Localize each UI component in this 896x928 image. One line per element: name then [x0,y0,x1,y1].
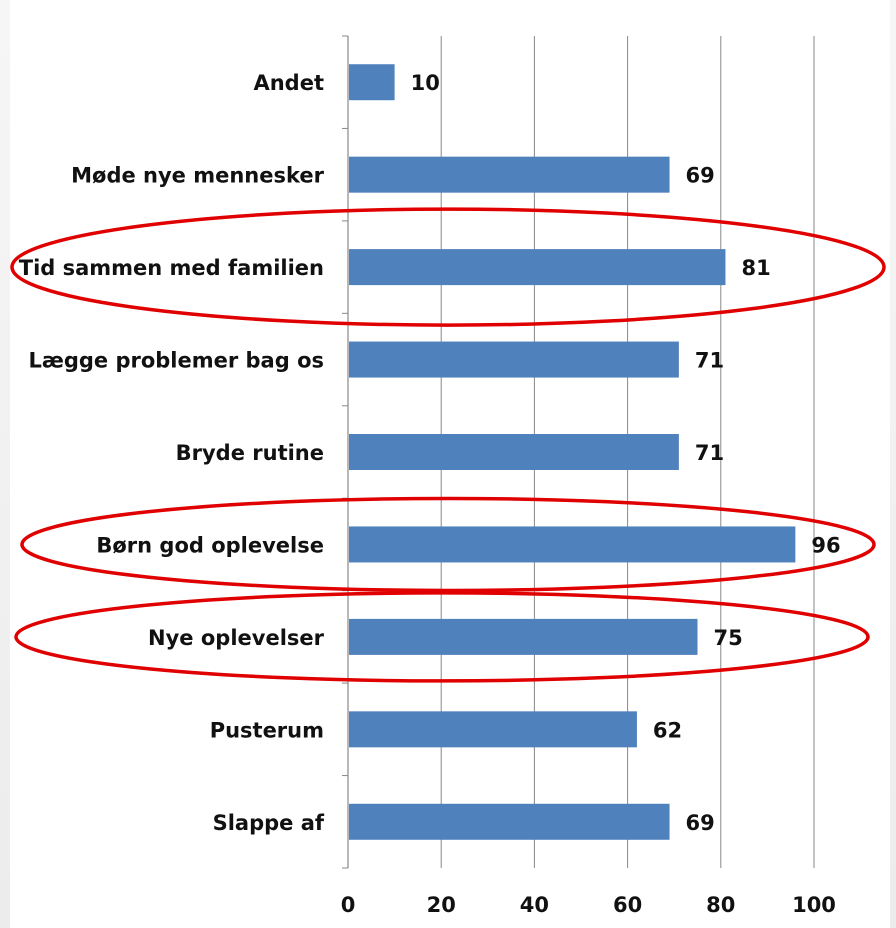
axis-layer: 0 20 40 60 80 100 [341,35,836,917]
data-label: 96 [811,533,840,557]
data-label: 62 [653,718,682,742]
category-label: Møde nye mennesker [71,164,325,188]
data-label: 71 [695,441,724,465]
x-tick-label: 80 [706,893,735,917]
bar [349,249,726,286]
bar [349,156,670,193]
highlight-ellipse [10,207,886,327]
x-tick-label: 60 [613,893,642,917]
highlight-ellipse [14,591,870,683]
x-tick-label: 40 [520,893,549,917]
category-label: Tid sammen med familien [19,256,324,280]
label-layer: Andet 10 Møde nye mennesker 69 Tid sammen me… [19,71,841,835]
bar [349,618,698,655]
bar [349,711,637,748]
bar [349,341,679,378]
data-label: 69 [686,811,715,835]
data-label: 10 [411,71,440,95]
category-label: Lægge problemer bag os [28,349,324,373]
data-label: 81 [741,256,770,280]
bar [349,434,679,470]
x-tick-label: 100 [792,893,836,917]
bar [349,64,395,101]
highlight-layer [10,207,886,683]
data-label: 75 [714,626,743,650]
bar-layer [349,64,796,840]
category-label: Pusterum [210,718,324,742]
data-label: 71 [695,349,724,373]
category-label: Andet [253,71,324,95]
category-label: Slappe af [213,811,325,835]
highlight-ellipse [20,496,876,593]
x-tick-label: 0 [341,893,356,917]
category-label: Bryde rutine [176,441,324,465]
category-label: Nye oplevelser [148,626,325,650]
data-label: 69 [686,164,715,188]
bar [349,803,670,840]
x-tick-label: 20 [427,893,456,917]
category-label: Børn god oplevelse [96,533,324,557]
bar [349,526,796,563]
